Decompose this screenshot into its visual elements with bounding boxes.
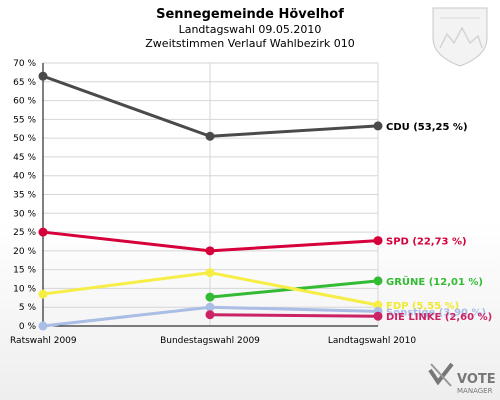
x-category-label: Ratswahl 2009 (10, 336, 77, 346)
y-tick-label: 0 % (19, 322, 37, 332)
series-end-label: FDP (5,55 %) (386, 301, 459, 312)
series-line-segment (208, 124, 380, 138)
series-line-segment (208, 271, 380, 307)
y-tick-label: 30 % (13, 209, 36, 219)
y-tick-label: 55 % (13, 115, 36, 125)
y-tick-label: 45 % (13, 153, 36, 163)
series-end-label: DIE LINKE (2,60 %) (386, 312, 492, 323)
coat-of-arms-icon (432, 7, 488, 67)
series-line-segment (208, 313, 380, 318)
chart-title: Sennegemeinde Hövelhof (156, 7, 344, 22)
y-tick-label: 65 % (13, 78, 36, 88)
data-point (205, 292, 215, 302)
y-tick-label: 35 % (13, 191, 36, 201)
series-line-segment (41, 271, 212, 296)
series-line-segment (208, 305, 380, 313)
data-point (373, 121, 383, 131)
data-point (373, 311, 383, 321)
data-point (373, 236, 383, 246)
vote-manager-check-icon (428, 362, 454, 387)
data-point (38, 321, 48, 331)
series-group (38, 71, 383, 331)
data-point (205, 310, 215, 320)
data-point (38, 227, 48, 237)
logo-manager-text: MANAGER (457, 387, 493, 395)
data-point (205, 268, 215, 278)
y-tick-label: 5 % (19, 303, 37, 313)
y-tick-label: 20 % (13, 247, 36, 257)
vote-manager-logo: VOTE MANAGER (428, 362, 496, 395)
series-line-segment (208, 239, 380, 253)
y-tick-label: 40 % (13, 172, 36, 182)
data-point (38, 71, 48, 81)
series-end-label: SPD (22,73 %) (386, 237, 467, 248)
data-point (205, 246, 215, 256)
y-tick-label: 10 % (13, 284, 36, 294)
data-point (205, 302, 215, 312)
y-tick-label: 60 % (13, 97, 36, 107)
data-point (373, 300, 383, 310)
data-point (373, 276, 383, 286)
x-axis-categories: Ratswahl 2009 Bundestagswahl 2009 Landtags… (10, 336, 416, 346)
series-line-segment (41, 305, 212, 328)
series-end-label: GRÜNE (12,01 %) (386, 274, 483, 288)
grid-lines (42, 62, 379, 327)
series-line-segment (41, 74, 212, 138)
x-category-label: Landtagswahl 2010 (328, 336, 417, 346)
chart-subtitle-district: Zweitstimmen Verlauf Wahlbezirk 010 (145, 37, 354, 50)
series-end-label: CDU (53,25 %) (386, 122, 468, 133)
series-line-segment (41, 230, 212, 253)
y-tick-label: 70 % (13, 59, 36, 69)
y-tick-label: 15 % (13, 266, 36, 276)
series-labels: CDU (53,25 %) SPD (22,73 %) GRÜNE (12,01 %… (386, 122, 492, 323)
y-axis-ticks: 0 % 5 % 10 % 15 % 20 % 25 % 30 % 35 % 40 % 45 % 50… (13, 59, 36, 332)
y-tick-label: 25 % (13, 228, 36, 238)
y-tick-label: 50 % (13, 134, 36, 144)
data-point (205, 131, 215, 141)
x-category-label: Bundestagswahl 2009 (160, 336, 260, 346)
series-end-label: Sonstige (3,90 %) (386, 307, 486, 318)
logo-vote-text: VOTE (457, 372, 496, 387)
chart-subtitle-election: Landtagswahl 09.05.2010 (179, 23, 322, 36)
data-point (38, 289, 48, 299)
